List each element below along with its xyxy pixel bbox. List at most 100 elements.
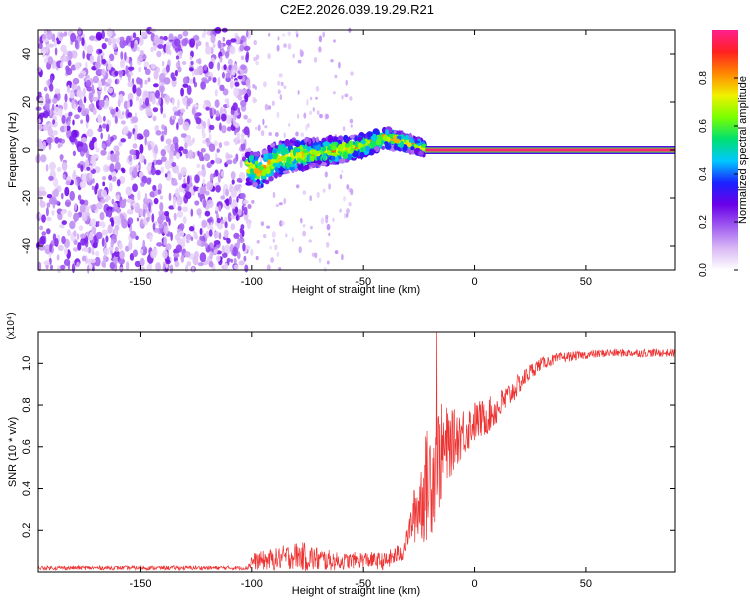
heatmap-cell xyxy=(105,197,109,203)
heatmap-cell xyxy=(144,136,147,146)
heatmap-cell xyxy=(185,234,192,241)
heatmap-cell xyxy=(185,264,189,273)
heatmap-cell xyxy=(257,124,261,132)
heatmap-cell xyxy=(53,106,61,117)
heatmap-cell xyxy=(95,99,100,109)
heatmap-cell xyxy=(221,125,227,134)
heatmap-cell xyxy=(314,252,318,259)
heatmap-cell xyxy=(132,249,138,257)
heatmap-cell xyxy=(334,74,338,79)
heatmap-cell xyxy=(318,35,323,43)
heatmap-cell xyxy=(318,46,322,53)
heatmap-cell xyxy=(256,240,260,244)
heatmap-cell xyxy=(228,195,232,205)
heatmap-cell xyxy=(192,76,196,84)
heatmap-cell xyxy=(326,223,331,231)
heatmap-cell xyxy=(91,84,95,93)
heatmap-cell xyxy=(210,159,215,165)
heatmap-cell xyxy=(228,64,233,70)
heatmap-cell xyxy=(107,224,113,234)
snr-ytick-label: 0.2 xyxy=(21,523,33,538)
heatmap-cell xyxy=(90,204,97,211)
heatmap-cell xyxy=(125,245,130,252)
heatmap-cell xyxy=(222,88,229,96)
snr-xtick-label: 0 xyxy=(471,578,477,590)
heatmap-cell xyxy=(303,164,310,171)
heatmap-cell xyxy=(127,81,133,88)
heatmap-cell xyxy=(309,225,313,230)
heatmap-cell xyxy=(79,204,86,214)
heatmap-cell xyxy=(209,250,213,260)
heatmap-cell xyxy=(182,30,189,37)
heatmap-cell xyxy=(253,56,257,62)
heatmap-cell xyxy=(342,126,346,131)
heatmap-cell xyxy=(60,154,63,162)
heatmap-cell xyxy=(155,89,160,99)
heatmap-cell xyxy=(182,83,189,88)
heatmap-cell xyxy=(311,252,315,257)
heatmap-cell xyxy=(233,264,239,270)
heatmap-cell xyxy=(108,57,111,67)
heatmap-cell xyxy=(254,85,257,90)
heatmap-cell xyxy=(240,136,245,145)
heatmap-cell xyxy=(327,134,334,143)
heatmap-cell xyxy=(191,191,196,196)
heatmap-cell xyxy=(69,190,75,201)
heatmap-cell xyxy=(283,132,286,139)
heatmap-cell xyxy=(106,27,113,38)
heatmap-cell xyxy=(146,177,152,185)
heatmap-cell xyxy=(65,67,73,76)
heatmap-cell xyxy=(173,111,180,116)
heatmap-cell xyxy=(140,181,145,187)
heatmap-cell xyxy=(168,205,175,210)
heatmap-cell xyxy=(82,142,88,153)
heatmap-cell xyxy=(133,154,137,161)
heatmap-cell xyxy=(202,132,206,139)
heatmap-cell xyxy=(350,124,353,128)
heatmap-cell xyxy=(212,77,217,83)
heatmap-cell xyxy=(312,136,316,142)
heatmap-cell xyxy=(88,104,92,112)
heatmap-cell xyxy=(418,150,424,156)
heatmap-cell xyxy=(184,251,191,258)
heatmap-cell xyxy=(138,78,143,85)
heatmap-cell xyxy=(230,258,233,263)
heatmap-cell xyxy=(97,116,103,124)
heatmap-cell xyxy=(208,261,214,268)
heatmap-cell xyxy=(170,143,175,152)
heatmap-cell xyxy=(234,206,239,213)
heatmap-cell xyxy=(365,145,370,152)
heatmap-cell xyxy=(182,148,188,154)
heatmap-cell xyxy=(333,39,336,43)
heatmap-cell xyxy=(213,231,220,239)
heatmap-cell xyxy=(96,202,103,210)
heatmap-cell xyxy=(243,126,250,136)
heatmap-cell xyxy=(127,112,133,118)
heatmap-cell xyxy=(227,58,233,66)
heatmap-cell xyxy=(110,108,116,115)
heatmap-cell xyxy=(63,258,71,266)
heatmap-cell xyxy=(64,93,68,103)
heatmap-cell xyxy=(61,235,66,245)
heatmap-cell xyxy=(39,225,44,231)
heatmap-cell xyxy=(371,149,376,154)
heatmap-cell xyxy=(265,166,271,175)
heatmap-cell xyxy=(215,185,221,193)
snr-xtick-label: 50 xyxy=(580,578,592,590)
heatmap-cell xyxy=(155,262,162,272)
heatmap-cell xyxy=(282,33,286,37)
heatmap-cell xyxy=(272,152,278,160)
heatmap-cell xyxy=(85,159,89,167)
heatmap-cell xyxy=(138,266,145,272)
heatmap-cell xyxy=(65,180,71,186)
heatmap-ytick-label: 20 xyxy=(21,96,33,108)
figure-title: C2E2.2026.039.19.29.R21 xyxy=(280,2,434,17)
heatmap-cell xyxy=(127,99,130,109)
heatmap-cell xyxy=(165,243,172,251)
heatmap-cell xyxy=(267,159,271,166)
heatmap-cell xyxy=(114,115,118,124)
heatmap-cell xyxy=(236,177,242,183)
heatmap-cell xyxy=(375,138,382,146)
heatmap-cell xyxy=(197,188,201,194)
heatmap-cell xyxy=(260,183,264,188)
